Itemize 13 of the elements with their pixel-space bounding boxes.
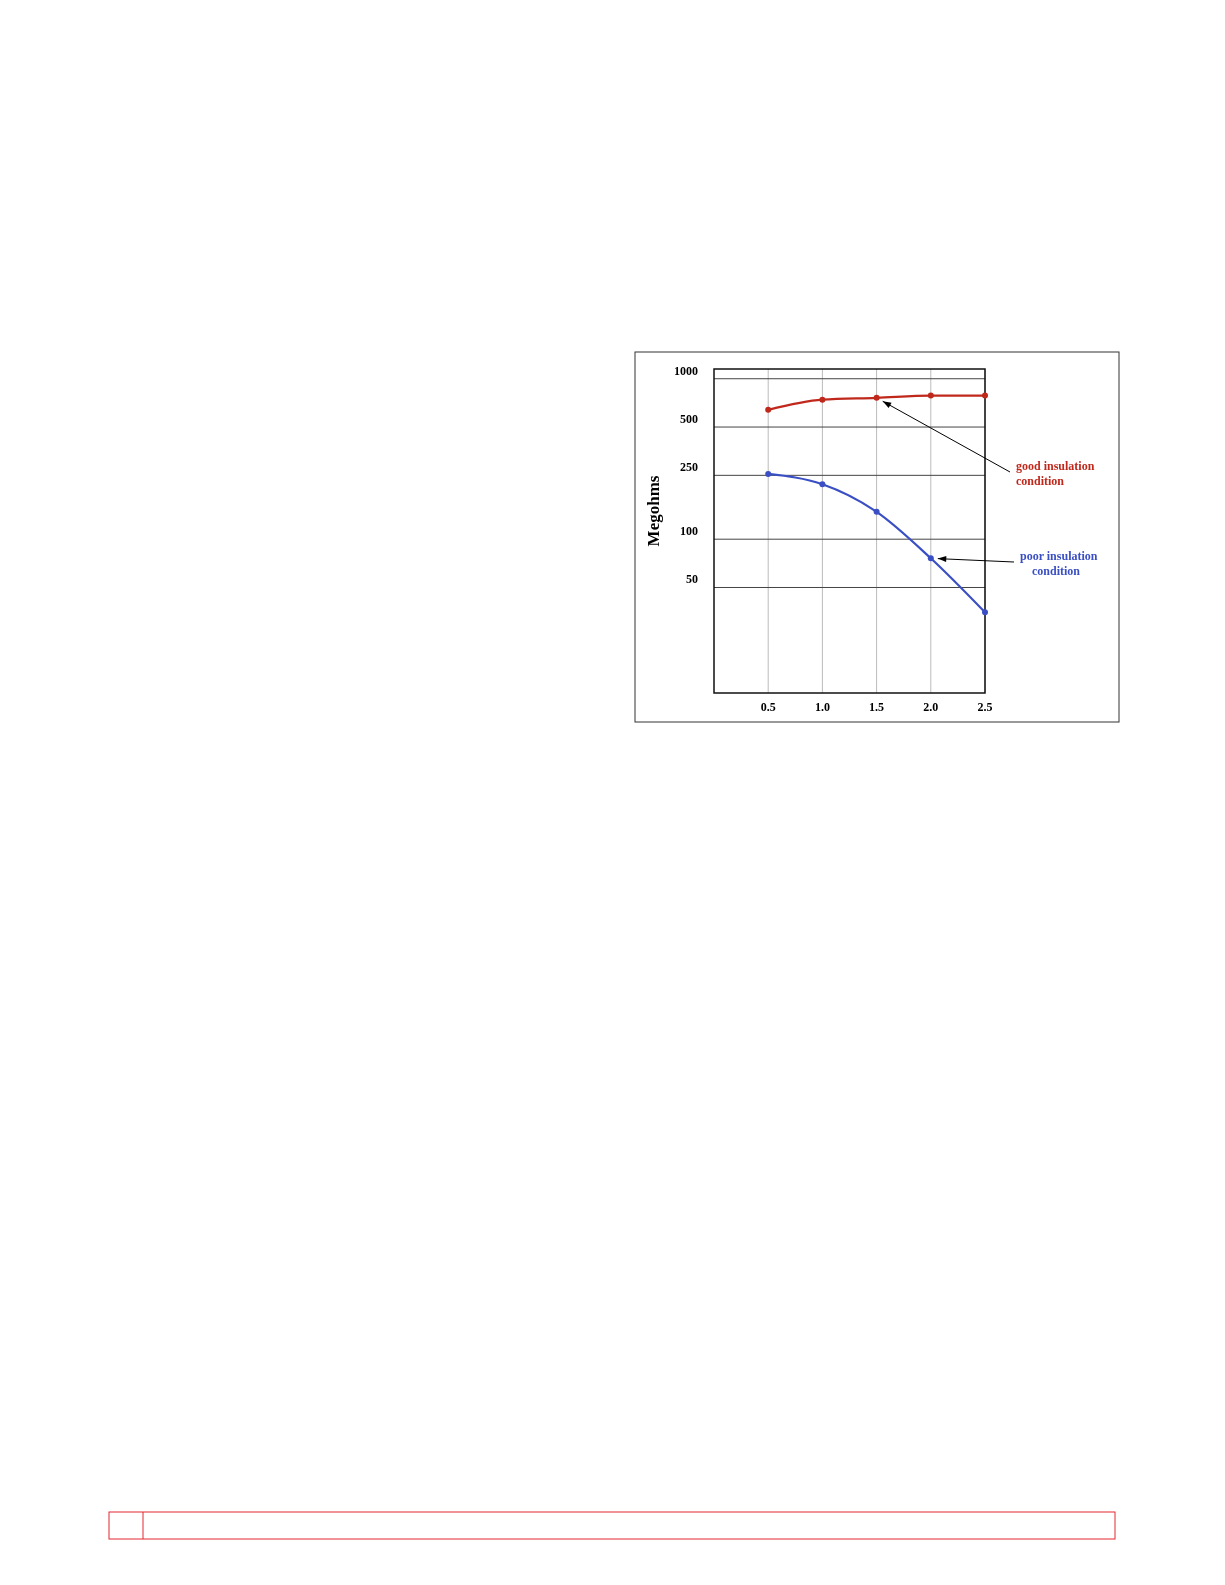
y-tick-label: 500 bbox=[680, 412, 698, 427]
y-tick-label: 250 bbox=[680, 460, 698, 475]
annotation: poor insulation condition bbox=[1020, 549, 1098, 578]
x-tick-label: 2.5 bbox=[977, 700, 993, 714]
x-tick-label: 2.0 bbox=[923, 700, 939, 714]
y-axis-title: Megohms bbox=[644, 475, 663, 547]
annotation: good insulation condition bbox=[1016, 459, 1095, 488]
y-tick-label: 50 bbox=[686, 572, 698, 587]
x-tick-label: 1.5 bbox=[869, 700, 885, 714]
y-tick-label: 100 bbox=[680, 524, 698, 539]
x-tick-label: 1.0 bbox=[814, 700, 830, 714]
y-tick-label: 1000 bbox=[674, 363, 698, 378]
x-tick-label: 0.5 bbox=[760, 700, 776, 714]
